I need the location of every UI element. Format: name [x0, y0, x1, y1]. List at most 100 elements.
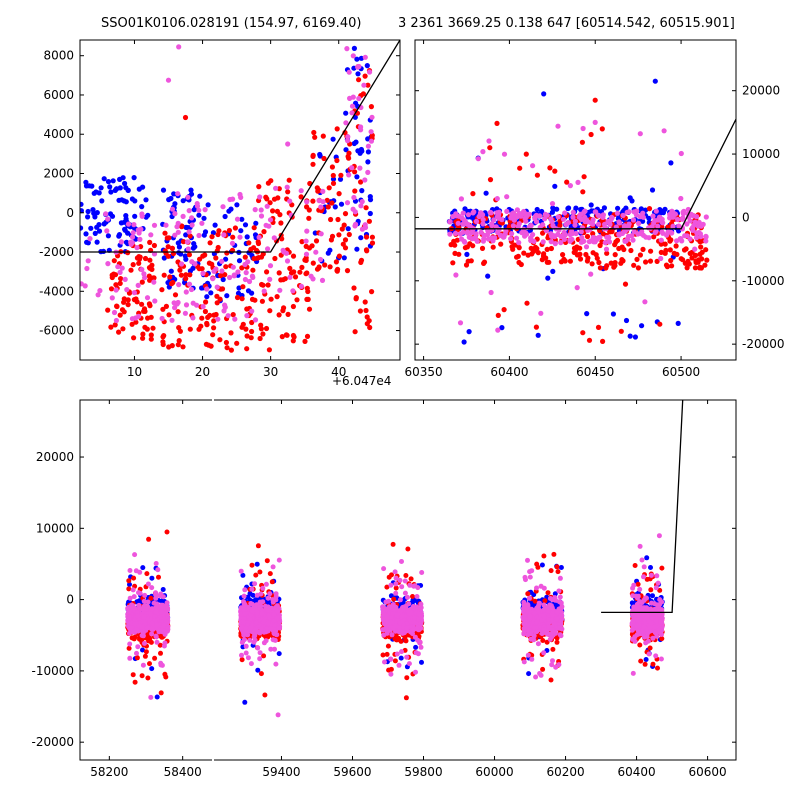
data-point-red — [137, 254, 143, 260]
data-point-pink — [703, 214, 709, 220]
data-point-red — [673, 243, 679, 249]
data-point-pink — [630, 237, 636, 243]
data-point-red — [590, 231, 596, 237]
data-point-pink — [210, 276, 216, 282]
data-point-red — [166, 312, 172, 318]
data-point-pink — [499, 217, 505, 223]
title-right: 3 2361 3669.25 0.138 647 [60514.542, 605… — [398, 16, 735, 31]
data-point-pink — [151, 222, 158, 228]
model-line — [80, 40, 400, 253]
data-point-blue — [236, 285, 242, 291]
data-point-red — [662, 241, 668, 247]
data-point-red — [595, 324, 602, 330]
data-point-pink — [141, 271, 147, 277]
data-point-blue — [85, 214, 91, 220]
data-point-pink — [137, 236, 143, 242]
data-point-red — [117, 312, 123, 318]
data-point-pink — [625, 233, 632, 239]
data-point-blue — [171, 191, 177, 197]
data-point-pink — [230, 196, 236, 202]
data-point-pink — [135, 282, 141, 288]
data-point-pink — [184, 239, 191, 245]
data-point-pink — [247, 637, 253, 643]
data-point-red — [147, 257, 153, 263]
data-point-pink — [477, 211, 483, 217]
data-point-pink — [583, 244, 590, 250]
data-point-blue — [101, 221, 107, 227]
data-point-blue — [117, 185, 123, 191]
data-point-pink — [357, 165, 363, 171]
data-point-red — [144, 571, 150, 577]
data-point-pink — [474, 238, 480, 244]
data-point-pink — [109, 295, 115, 301]
data-point-pink — [263, 629, 269, 635]
data-point-pink — [211, 268, 217, 274]
data-point-pink — [569, 231, 575, 237]
data-point-pink — [634, 208, 640, 214]
data-point-blue — [629, 198, 635, 204]
data-point-blue — [122, 180, 128, 187]
data-point-blue — [343, 147, 349, 153]
data-point-pink — [164, 600, 170, 606]
data-point-blue — [159, 598, 165, 604]
data-point-pink — [417, 639, 423, 645]
data-point-red — [164, 529, 170, 535]
data-point-pink — [159, 609, 165, 615]
data-point-red — [186, 252, 192, 258]
data-point-pink — [349, 110, 355, 116]
data-point-red — [333, 259, 339, 265]
data-point-pink — [249, 308, 255, 314]
data-point-pink — [640, 214, 647, 220]
data-point-pink — [135, 644, 141, 650]
data-point-pink — [606, 239, 613, 245]
data-point-red — [234, 294, 241, 301]
data-point-pink — [405, 594, 410, 600]
data-point-red — [548, 568, 554, 574]
y-tick-label: -10000 — [742, 274, 785, 288]
data-point-pink — [113, 287, 119, 293]
data-point-pink — [504, 194, 510, 200]
data-point-pink — [142, 592, 148, 598]
data-point-pink — [402, 629, 408, 635]
data-point-pink — [646, 225, 652, 231]
data-point-pink — [486, 228, 493, 234]
data-point-red — [362, 299, 368, 305]
data-point-pink — [227, 274, 233, 281]
data-point-pink — [241, 606, 247, 612]
data-point-pink — [248, 601, 254, 606]
data-point-red — [232, 225, 238, 231]
data-point-red — [218, 273, 224, 279]
data-point-red — [268, 296, 274, 302]
data-point-red — [159, 287, 165, 293]
data-point-red — [217, 296, 223, 302]
data-point-blue — [466, 329, 472, 335]
data-point-red — [310, 152, 316, 158]
data-point-red — [363, 205, 369, 211]
data-point-pink — [381, 632, 387, 638]
data-point-pink — [343, 120, 349, 126]
data-point-red — [618, 328, 624, 334]
data-point-pink — [412, 615, 417, 621]
data-point-red — [144, 326, 150, 332]
data-point-pink — [407, 582, 413, 588]
data-point-blue — [359, 148, 365, 154]
data-point-pink — [162, 640, 168, 646]
data-point-pink — [188, 286, 195, 293]
data-point-blue — [191, 207, 197, 213]
data-point-pink — [136, 590, 141, 596]
data-point-pink — [595, 212, 601, 218]
data-point-pink — [556, 227, 562, 233]
data-point-red — [248, 335, 254, 341]
data-point-pink — [350, 53, 356, 59]
data-point-blue — [552, 591, 558, 597]
data-point-red — [151, 275, 157, 281]
data-point-blue — [176, 244, 182, 250]
data-point-pink — [144, 625, 150, 631]
data-point-blue — [80, 208, 84, 214]
data-point-pink — [513, 235, 520, 241]
data-point-red — [336, 191, 342, 197]
data-point-pink — [384, 619, 390, 625]
data-point-blue — [545, 275, 551, 281]
data-point-red — [108, 324, 114, 330]
data-point-blue — [660, 210, 667, 216]
